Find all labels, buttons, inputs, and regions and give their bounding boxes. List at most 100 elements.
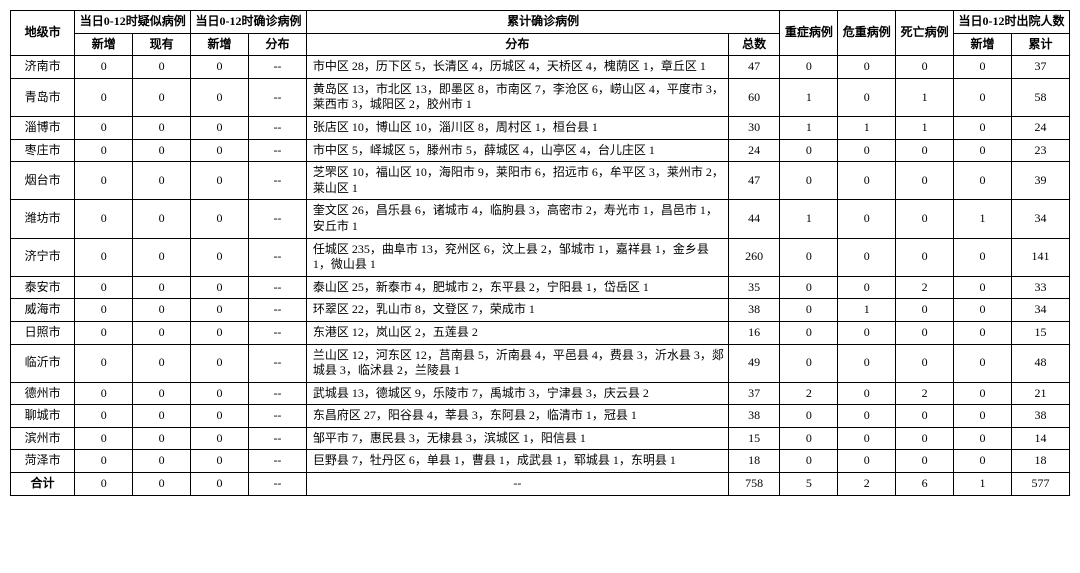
table-row: 菏泽市000--巨野县 7，牡丹区 6，单县 1，曹县 1，成武县 1，郓城县 …	[11, 450, 1070, 473]
cell-discharged-cum: 34	[1011, 299, 1069, 322]
cell-total: 37	[728, 382, 779, 405]
cell-suspected-new: 0	[75, 450, 133, 473]
cell-severe: 2	[780, 382, 838, 405]
cell-distribution: 泰山区 25，新泰市 4，肥城市 2，东平县 2，宁阳县 1，岱岳区 1	[306, 276, 728, 299]
header-discharged-new: 新增	[954, 33, 1012, 56]
cell-discharged-new: 0	[954, 116, 1012, 139]
cell-confirmed-dist: --	[249, 78, 307, 116]
cell-death: 0	[896, 162, 954, 200]
cell-discharged-cum: 34	[1011, 200, 1069, 238]
cell-severe: 0	[780, 321, 838, 344]
cell-critical: 0	[838, 344, 896, 382]
cell-discharged-cum: 21	[1011, 382, 1069, 405]
cell-city: 淄博市	[11, 116, 75, 139]
cell-confirmed-new: 0	[191, 238, 249, 276]
cell-discharged-cum: 18	[1011, 450, 1069, 473]
cell-distribution: 黄岛区 13，市北区 13，即墨区 8，市南区 7，李沧区 6，崂山区 4，平度…	[306, 78, 728, 116]
cell-death: 0	[896, 405, 954, 428]
cell-critical: 1	[838, 299, 896, 322]
header-discharged: 当日0-12时出院人数	[954, 11, 1070, 34]
cell-severe: 0	[780, 405, 838, 428]
cell-city: 济宁市	[11, 238, 75, 276]
cell-suspected-new: 0	[75, 276, 133, 299]
table-row: 日照市000--东港区 12，岚山区 2，五莲县 216000015	[11, 321, 1070, 344]
cell-suspected-new: 0	[75, 200, 133, 238]
cell-distribution: 奎文区 26，昌乐县 6，诸城市 4，临朐县 3，高密市 2，寿光市 1，昌邑市…	[306, 200, 728, 238]
cell-total: 18	[728, 450, 779, 473]
cell-death: 0	[896, 56, 954, 79]
cell-confirmed-new: 0	[191, 56, 249, 79]
cell-severe: 0	[780, 162, 838, 200]
cell-discharged-cum: 39	[1011, 162, 1069, 200]
cell-severe: 1	[780, 200, 838, 238]
cell-discharged-new: 0	[954, 427, 1012, 450]
cell-critical: 0	[838, 238, 896, 276]
table-row: 临沂市000--兰山区 12，河东区 12，莒南县 5，沂南县 4，平邑县 4，…	[11, 344, 1070, 382]
cell-discharged-cum: 48	[1011, 344, 1069, 382]
cell-death: 0	[896, 200, 954, 238]
cell-distribution: 环翠区 22，乳山市 8，文登区 7，荣成市 1	[306, 299, 728, 322]
cell-suspected-new: 0	[75, 162, 133, 200]
cell-discharged-new: 0	[954, 344, 1012, 382]
cell-confirmed-dist: --	[249, 139, 307, 162]
cell-confirmed-new: 0	[191, 78, 249, 116]
cell-total: 60	[728, 78, 779, 116]
cell-distribution: 巨野县 7，牡丹区 6，单县 1，曹县 1，成武县 1，郓城县 1，东明县 1	[306, 450, 728, 473]
cell-city: 威海市	[11, 299, 75, 322]
cell-distribution: 市中区 28，历下区 5，长清区 4，历城区 4，天桥区 4，槐荫区 1，章丘区…	[306, 56, 728, 79]
cell-suspected-existing: 0	[133, 139, 191, 162]
cell-severe: 0	[780, 344, 838, 382]
cell-total: 15	[728, 427, 779, 450]
cell-severe: 0	[780, 238, 838, 276]
cell-city: 泰安市	[11, 276, 75, 299]
cell-critical: 0	[838, 162, 896, 200]
cell-critical: 0	[838, 78, 896, 116]
cell-critical: 0	[838, 450, 896, 473]
cell-critical: 1	[838, 116, 896, 139]
header-suspected-existing: 现有	[133, 33, 191, 56]
cell-distribution: 东昌府区 27，阳谷县 4，莘县 3，东阿县 2，临清市 1，冠县 1	[306, 405, 728, 428]
cell-severe: 0	[780, 450, 838, 473]
cell-discharged-cum: 37	[1011, 56, 1069, 79]
cell-suspected-new: 0	[75, 405, 133, 428]
cell-suspected-existing: 0	[133, 299, 191, 322]
cell-confirmed-new: 0	[191, 299, 249, 322]
cell-discharged-cum: 23	[1011, 139, 1069, 162]
cell-death: 1	[896, 116, 954, 139]
cell-confirmed-dist: --	[249, 238, 307, 276]
table-row: 济宁市000--任城区 235，曲阜市 13，兖州区 6，汶上县 2，邹城市 1…	[11, 238, 1070, 276]
cell-distribution: 市中区 5，峄城区 5，滕州市 5，薛城区 4，山亭区 4，台儿庄区 1	[306, 139, 728, 162]
cell-suspected-existing: 0	[133, 276, 191, 299]
cell-severe: 1	[780, 116, 838, 139]
cell-confirmed-dist: --	[249, 276, 307, 299]
cell-suspected-existing: 0	[133, 405, 191, 428]
cell-confirmed-dist: --	[249, 405, 307, 428]
cell-critical: 0	[838, 405, 896, 428]
cell-confirmed-dist: --	[249, 450, 307, 473]
table-row: 德州市000--武城县 13，德城区 9，乐陵市 7，禹城市 3，宁津县 3，庆…	[11, 382, 1070, 405]
cell-confirmed-new: 0	[191, 427, 249, 450]
cell-confirmed-new: 0	[191, 450, 249, 473]
cell-suspected-existing: 0	[133, 78, 191, 116]
covid-table: 地级市 当日0-12时疑似病例 当日0-12时确诊病例 累计确诊病例 重症病例 …	[10, 10, 1070, 496]
cell-city: 枣庄市	[11, 139, 75, 162]
table-row-total: 合计000----7585261577	[11, 473, 1070, 496]
cell-suspected-new: 0	[75, 344, 133, 382]
cell-total: 44	[728, 200, 779, 238]
cell-discharged-new: 0	[954, 238, 1012, 276]
cell-total: 24	[728, 139, 779, 162]
cell-total: 38	[728, 299, 779, 322]
cell-sum-distribution: --	[306, 473, 728, 496]
cell-sum-suspected-new: 0	[75, 473, 133, 496]
cell-discharged-new: 0	[954, 405, 1012, 428]
header-discharged-cum: 累计	[1011, 33, 1069, 56]
header-cumulative: 累计确诊病例	[306, 11, 780, 34]
table-row: 枣庄市000--市中区 5，峄城区 5，滕州市 5，薛城区 4，山亭区 4，台儿…	[11, 139, 1070, 162]
cell-city: 德州市	[11, 382, 75, 405]
cell-confirmed-dist: --	[249, 116, 307, 139]
cell-suspected-existing: 0	[133, 382, 191, 405]
cell-discharged-new: 0	[954, 299, 1012, 322]
table-row: 潍坊市000--奎文区 26，昌乐县 6，诸城市 4，临朐县 3，高密市 2，寿…	[11, 200, 1070, 238]
table-row: 威海市000--环翠区 22，乳山市 8，文登区 7，荣成市 138010034	[11, 299, 1070, 322]
cell-confirmed-new: 0	[191, 321, 249, 344]
